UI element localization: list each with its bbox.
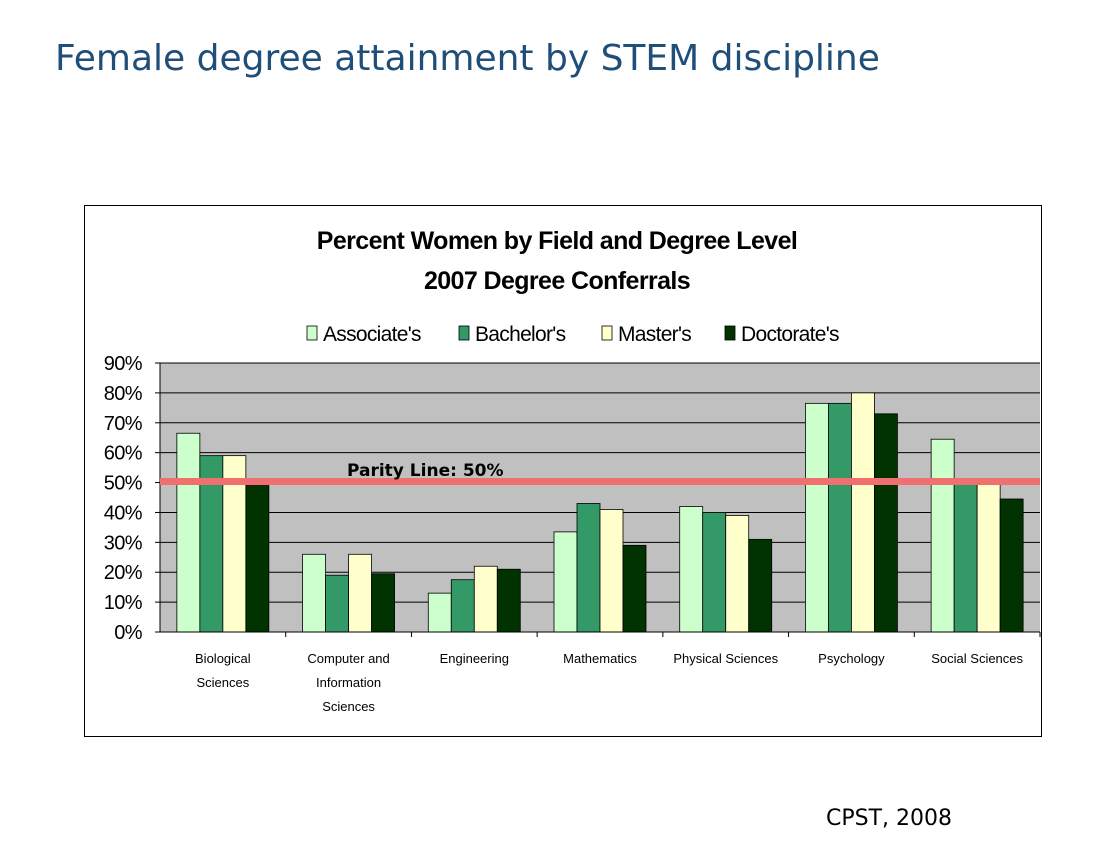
legend-label: Master's [618, 323, 691, 346]
bar [930, 438, 955, 633]
y-tick-label: 40% [104, 502, 143, 524]
axes [155, 362, 1041, 637]
bar [450, 579, 475, 633]
x-tick-label: Physical Sciences [673, 651, 778, 666]
bar [371, 573, 395, 633]
bar [851, 392, 875, 633]
chart-title: Percent Women by Field and Degree Level [317, 227, 797, 255]
legend-swatch [458, 325, 470, 341]
y-tick-label: 10% [104, 592, 143, 614]
legend-label: Doctorate's [741, 323, 839, 346]
bar [553, 531, 578, 633]
chart-subtitle: 2007 Degree Conferrals [424, 267, 690, 295]
bar [702, 512, 727, 633]
bar [953, 482, 978, 633]
parity-line-group: Parity Line: 50% [160, 461, 1040, 486]
y-axis-ticks: 0% 10% 20% 30% 40% 50% 60% 70% 80% 90% [104, 353, 144, 644]
bar [976, 480, 1001, 633]
chart-frame: Percent Women by Field and Degree Level … [84, 205, 1042, 737]
y-tick-label: 50% [104, 473, 143, 495]
y-tick-label: 30% [104, 532, 143, 554]
bar [302, 553, 326, 633]
source-note: CPST, 2008 [826, 806, 953, 831]
x-axis-ticks: Biological Sciences Computer and Informatio… [195, 651, 1023, 714]
legend-label: Bachelor's [475, 323, 566, 346]
bar [348, 553, 372, 633]
x-tick-label: Mathematics [563, 651, 637, 666]
bar [725, 515, 750, 633]
bar [828, 402, 852, 633]
x-tick-label: Biological Sciences [195, 651, 251, 690]
bar [576, 503, 601, 633]
bar [245, 485, 270, 633]
x-tick-label: Engineering [440, 651, 509, 666]
slide-title: Female degree attainment by STEM discipl… [55, 38, 880, 79]
bar-chart: Percent Women by Field and Degree Level … [104, 227, 1041, 714]
y-tick-label: 90% [104, 353, 143, 375]
y-tick-label: 20% [104, 562, 143, 584]
bar [427, 592, 452, 633]
bar [176, 432, 201, 633]
y-tick-label: 70% [104, 413, 143, 435]
x-tick-label: Computer and Information Sciences [307, 651, 389, 714]
bar [599, 509, 624, 633]
y-tick-label: 60% [104, 443, 143, 465]
bar [874, 413, 898, 633]
parity-line-label: Parity Line: 50% [347, 461, 504, 481]
chart-legend: Associate's Bachelor's Master's Doctorate's [306, 323, 840, 346]
legend-label: Associate's [323, 323, 421, 346]
legend-swatch [724, 325, 736, 341]
bar [805, 402, 829, 633]
legend-swatch [601, 325, 613, 341]
bar [679, 506, 704, 633]
legend-swatch [306, 325, 318, 341]
bar [748, 538, 773, 633]
x-tick-label: Psychology [818, 651, 885, 666]
bar [496, 568, 521, 633]
bar [473, 565, 498, 633]
y-tick-label: 80% [104, 383, 143, 405]
x-tick-label: Social Sciences [931, 651, 1023, 666]
y-tick-label: 0% [114, 622, 143, 644]
bar [999, 498, 1024, 633]
bar [622, 544, 647, 633]
bar [325, 574, 349, 633]
